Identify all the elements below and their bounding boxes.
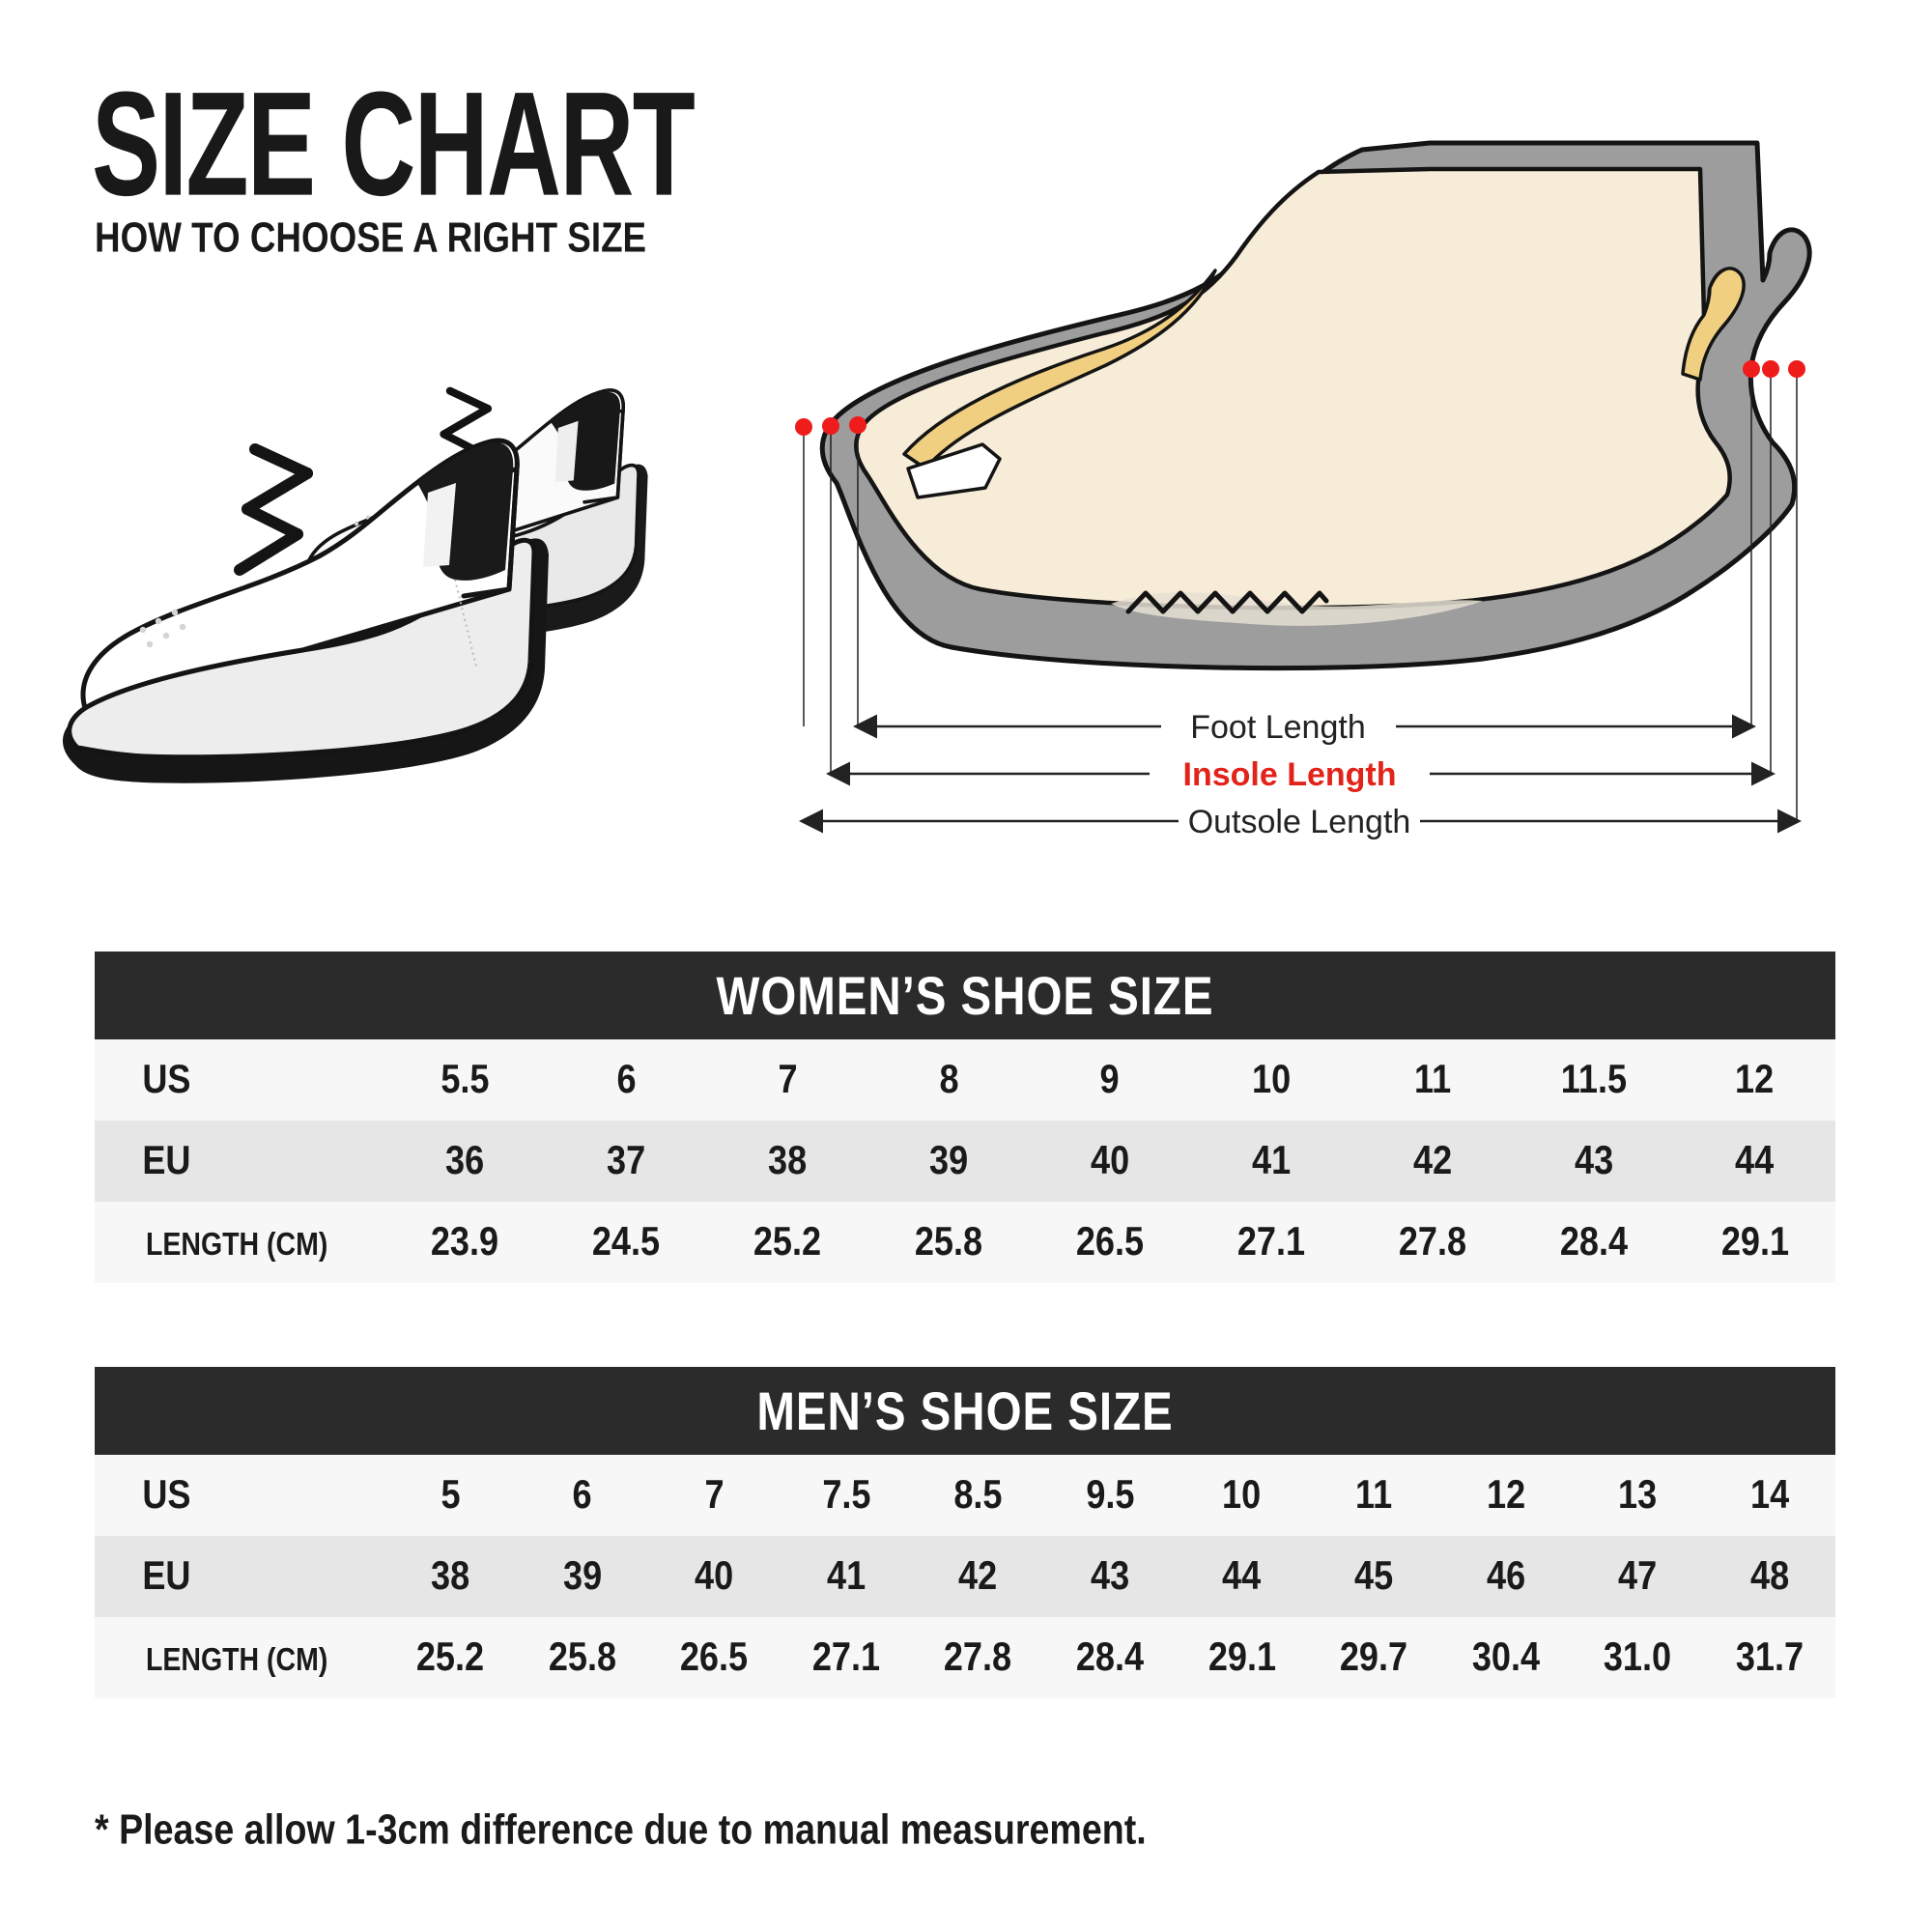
- svg-text:Foot Length: Foot Length: [1190, 709, 1365, 746]
- svg-text:Outsole Length: Outsole Length: [1188, 804, 1411, 840]
- svg-text:Insole Length: Insole Length: [1183, 756, 1397, 793]
